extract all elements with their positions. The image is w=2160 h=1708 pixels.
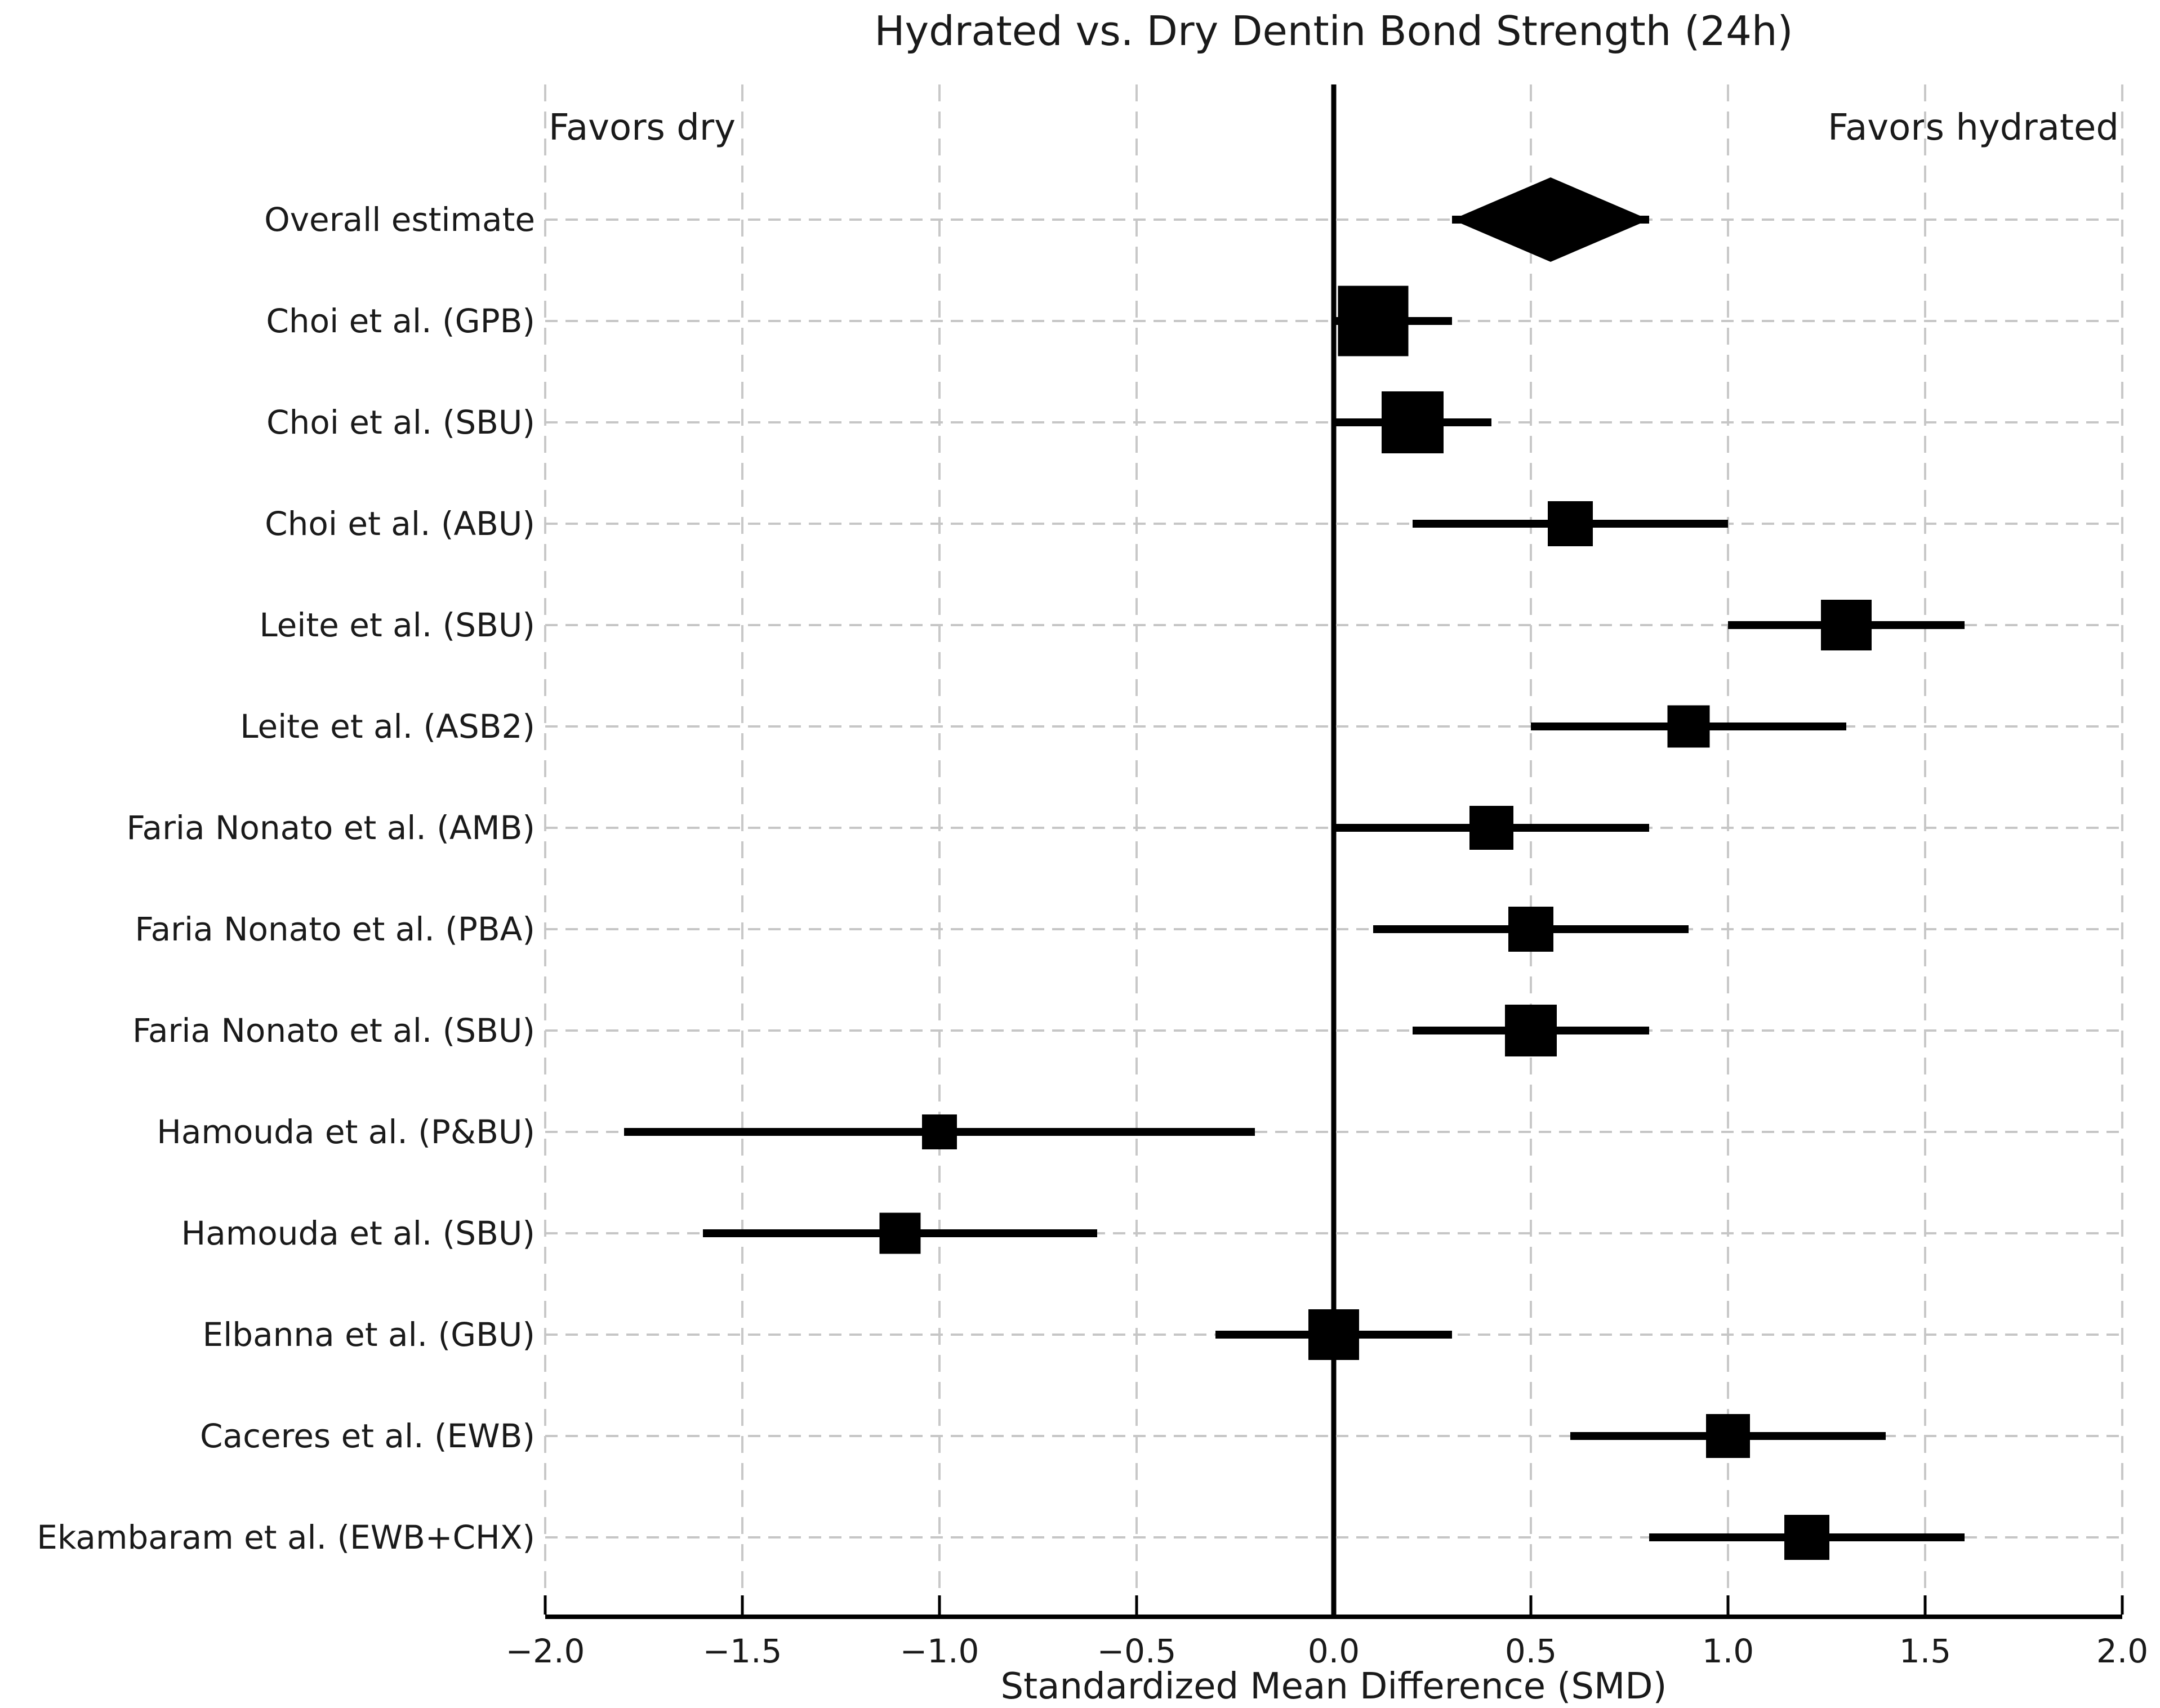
x-tick-mark	[1135, 1595, 1138, 1615]
study-point-marker	[1548, 501, 1593, 546]
x-tick-mark	[2121, 1595, 2124, 1615]
study-point-marker	[1706, 1414, 1750, 1458]
x-tick-mark	[1529, 1595, 1533, 1615]
overall-diamond-marker	[1452, 177, 1649, 262]
plot-area: Favors dry Favors hydrated	[544, 84, 2124, 1619]
study-label: Overall estimate	[264, 200, 535, 239]
study-label: Faria Nonato et al. (SBU)	[132, 1011, 535, 1050]
study-label: Choi et al. (ABU)	[265, 505, 535, 543]
study-label: Hamouda et al. (SBU)	[181, 1214, 535, 1252]
study-point-marker	[1821, 600, 1872, 650]
vertical-gridline	[544, 84, 546, 1615]
study-point-marker	[922, 1114, 957, 1149]
x-tick-mark	[544, 1595, 547, 1615]
study-point-marker	[1784, 1515, 1829, 1560]
study-label: Caceres et al. (EWB)	[200, 1417, 535, 1455]
row-gridline	[545, 1131, 2122, 1133]
study-point-marker	[1382, 391, 1444, 453]
study-label: Leite et al. (SBU)	[259, 606, 535, 644]
vertical-gridline	[1530, 84, 1532, 1615]
vertical-gridline	[938, 84, 941, 1615]
x-tick-label: −2.0	[505, 1632, 585, 1670]
x-tick-label: −0.5	[1097, 1632, 1177, 1670]
row-gridline	[545, 523, 2122, 525]
vertical-gridline	[1727, 84, 1729, 1615]
x-tick-label: 2.0	[2096, 1632, 2149, 1670]
study-point-marker	[1667, 705, 1710, 748]
study-label: Faria Nonato et al. (AMB)	[126, 809, 535, 847]
row-gridline	[545, 624, 2122, 626]
x-tick-label: 1.5	[1899, 1632, 1952, 1670]
study-label: Leite et al. (ASB2)	[240, 707, 535, 746]
x-tick-mark	[1726, 1595, 1730, 1615]
study-label: Ekambaram et al. (EWB+CHX)	[37, 1518, 535, 1557]
study-point-marker	[879, 1212, 921, 1254]
vertical-gridline	[1135, 84, 1138, 1615]
study-point-marker	[1505, 1005, 1557, 1056]
study-point-marker	[1469, 806, 1513, 850]
vertical-gridline	[1924, 84, 1926, 1615]
x-tick-mark	[1923, 1595, 1927, 1615]
row-gridline	[545, 218, 2122, 221]
x-tick-label: 0.5	[1504, 1632, 1557, 1670]
vertical-gridline	[741, 84, 743, 1615]
x-tick-mark	[741, 1595, 744, 1615]
study-label: Hamouda et al. (P&BU)	[157, 1113, 535, 1151]
study-point-marker	[1338, 286, 1409, 356]
zero-reference-line	[1331, 84, 1337, 1615]
row-gridline	[545, 928, 2122, 930]
study-point-marker	[1308, 1309, 1359, 1360]
study-label: Choi et al. (GPB)	[266, 302, 535, 340]
study-point-marker	[1508, 907, 1553, 952]
favors-dry-annotation: Favors dry	[549, 107, 736, 149]
x-tick-label: 1.0	[1702, 1632, 1754, 1670]
favors-hydrated-annotation: Favors hydrated	[1828, 107, 2119, 149]
study-label: Faria Nonato et al. (PBA)	[135, 910, 535, 948]
row-gridline	[545, 1029, 2122, 1032]
x-tick-label: 0.0	[1307, 1632, 1360, 1670]
vertical-gridline	[2121, 84, 2123, 1615]
study-label: Choi et al. (SBU)	[266, 403, 535, 442]
study-label: Elbanna et al. (GBU)	[202, 1315, 535, 1354]
chart-title: Hydrated vs. Dry Dentin Bond Strength (2…	[874, 7, 1793, 55]
row-gridline	[545, 1536, 2122, 1538]
x-tick-label: −1.5	[702, 1632, 782, 1670]
row-gridline	[545, 725, 2122, 728]
x-axis-title: Standardized Mean Difference (SMD)	[1000, 1666, 1667, 1707]
row-gridline	[545, 1232, 2122, 1234]
x-tick-mark	[938, 1595, 941, 1615]
row-gridline	[545, 1435, 2122, 1437]
x-tick-label: −1.0	[899, 1632, 979, 1670]
